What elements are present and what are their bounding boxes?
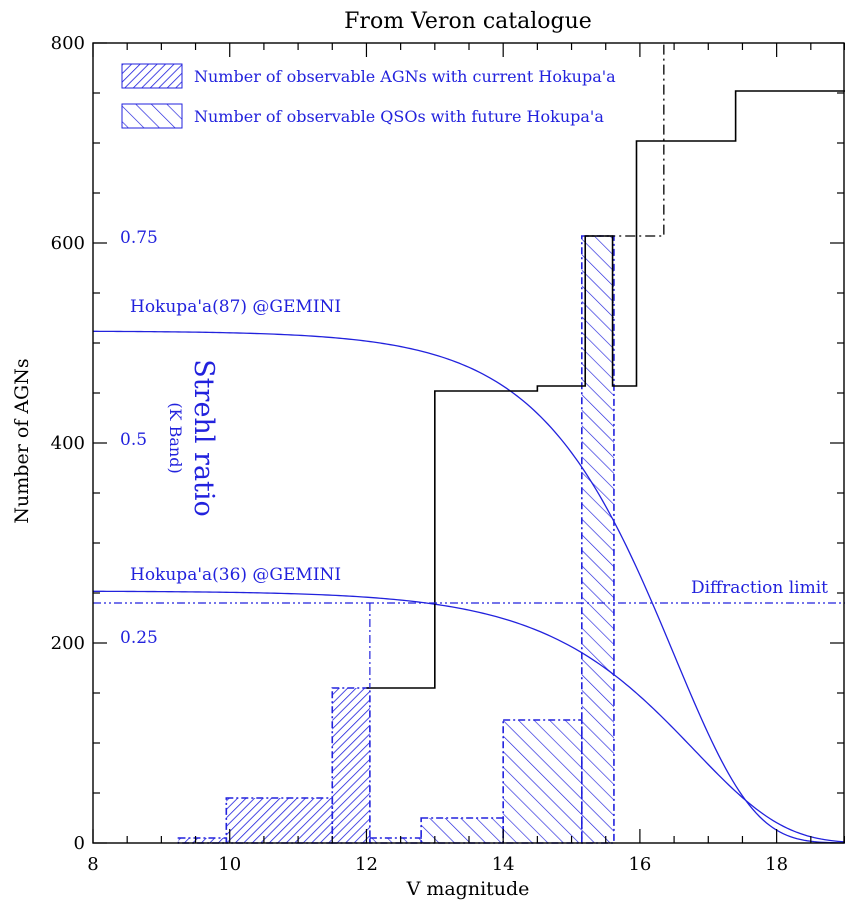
hatched-bar-2-2 xyxy=(502,719,583,844)
hatched-bars-layer xyxy=(177,235,615,844)
x-tick-label-18: 18 xyxy=(765,854,788,875)
strehl-curves-layer xyxy=(92,330,845,844)
total-histogram-layer xyxy=(366,43,845,689)
diffraction-limit-label: Diffraction limit xyxy=(691,578,828,598)
hatched-bar-2-1 xyxy=(420,817,504,844)
strehl-axis-sublabel: (K Band) xyxy=(166,402,185,473)
hatched-bar-2-0 xyxy=(369,837,422,844)
legend-swatch-future xyxy=(121,103,183,129)
chart-title: From Veron catalogue xyxy=(344,9,592,34)
hatched-bar-2-3 xyxy=(580,235,615,844)
hatched-bar-1-2 xyxy=(331,687,371,844)
y-axis-label: Number of AGNs xyxy=(11,358,33,523)
y-tick-label-200: 200 xyxy=(51,633,85,654)
x-tick-label-10: 10 xyxy=(218,854,241,875)
strehl-tick-0.75: 0.75 xyxy=(120,228,158,248)
x-tick-label-12: 12 xyxy=(355,854,378,875)
x-tick-label-8: 8 xyxy=(87,854,98,875)
total-histogram xyxy=(366,90,845,689)
y-tick-label-400: 400 xyxy=(51,433,85,454)
y-tick-label-0: 0 xyxy=(74,833,85,854)
hatched-bar-1-0 xyxy=(177,837,228,844)
y-tick-label-800: 800 xyxy=(51,33,85,54)
y-tick-label-600: 600 xyxy=(51,233,85,254)
strehl-curve-1 xyxy=(92,590,845,843)
total-histogram-dashed-extension xyxy=(585,43,665,237)
legend-label-current: Number of observable AGNs with current H… xyxy=(194,67,616,86)
legend-swatch-current xyxy=(121,63,183,89)
strehl-axis-label: Strehl ratio xyxy=(188,359,219,517)
curve-label-87: Hokupa'a(87) @GEMINI xyxy=(130,297,341,317)
diffraction-limit-layer xyxy=(93,602,845,688)
ticks-layer: 8 10 12 14 16 18 0 200 400 600 800 xyxy=(51,33,845,875)
strehl-tick-0.5: 0.5 xyxy=(120,430,147,450)
hatched-bar-1-1 xyxy=(225,797,334,844)
strehl-curve-0 xyxy=(92,330,845,844)
x-tick-label-16: 16 xyxy=(628,854,651,875)
curve-label-36: Hokupa'a(36) @GEMINI xyxy=(130,565,341,585)
strehl-tick-0.25: 0.25 xyxy=(120,628,158,648)
x-tick-label-14: 14 xyxy=(492,854,515,875)
legend: Number of observable AGNs with current H… xyxy=(121,63,616,129)
x-axis-label: V magnitude xyxy=(406,878,530,900)
legend-label-future: Number of observable QSOs with future Ho… xyxy=(194,107,604,126)
